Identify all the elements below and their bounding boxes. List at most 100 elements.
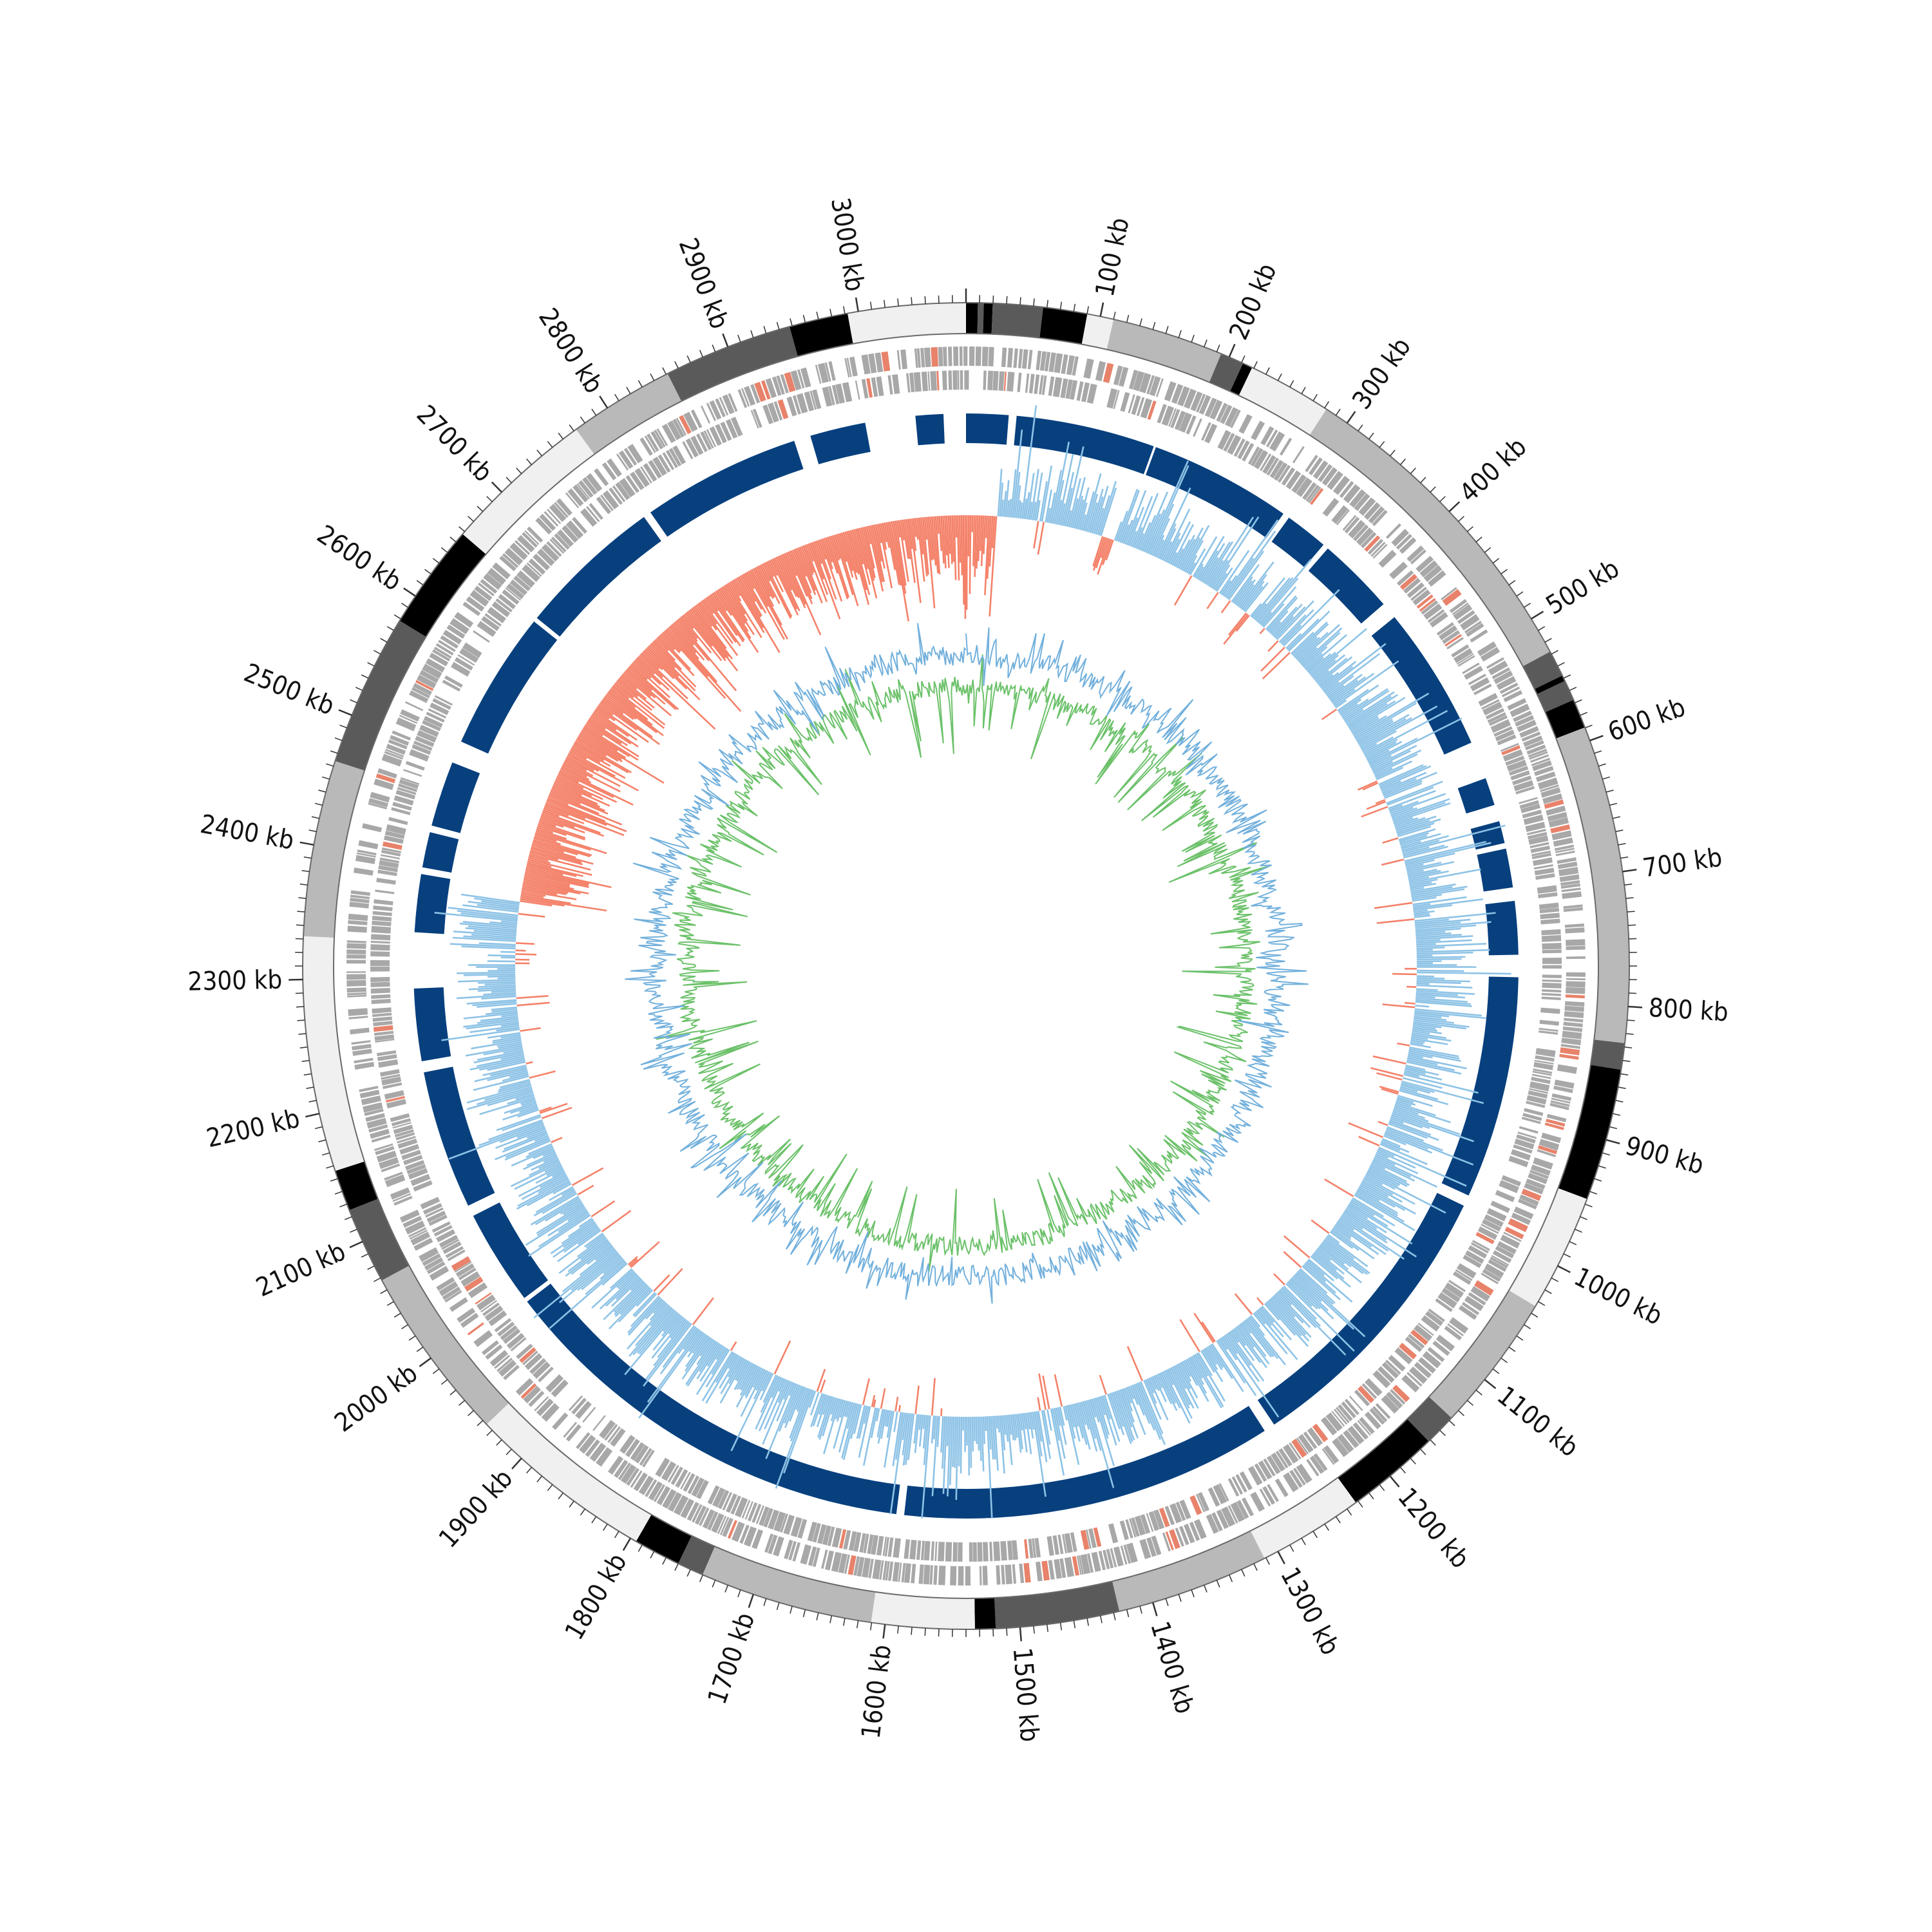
gene-feature xyxy=(419,724,439,737)
gene-feature xyxy=(1531,1074,1551,1079)
gene-feature xyxy=(790,370,802,391)
minor-tick xyxy=(1575,1228,1582,1233)
minor-tick xyxy=(374,650,381,655)
gc-content-bar xyxy=(773,1340,791,1375)
gc-content-bar xyxy=(1360,705,1438,750)
gc-content-bar xyxy=(974,515,977,577)
gc-content-bar xyxy=(502,1115,542,1132)
gene-feature xyxy=(1475,1231,1495,1245)
gene-feature xyxy=(519,1347,536,1363)
gc-content-bar xyxy=(866,526,872,545)
gene-feature xyxy=(506,1332,525,1349)
gc-content-bar xyxy=(1119,489,1140,543)
gc-content-bar xyxy=(850,1403,860,1439)
gc-content-bar xyxy=(1376,1150,1416,1169)
gene-feature xyxy=(1550,1100,1570,1107)
gene-feature xyxy=(441,1238,460,1250)
gc-content-bar xyxy=(1249,603,1262,618)
gc-content-bar xyxy=(1310,628,1367,677)
minor-tick xyxy=(486,1430,493,1436)
gene-feature xyxy=(375,773,396,784)
gene-feature xyxy=(1453,604,1473,620)
gene-feature xyxy=(1179,412,1192,433)
gc-content-bar xyxy=(862,1407,876,1466)
gene-feature xyxy=(1508,1155,1529,1168)
gc-content-bar xyxy=(1303,1264,1336,1294)
gene-feature xyxy=(1486,1208,1507,1222)
gene-feature xyxy=(1190,391,1203,412)
minor-tick xyxy=(526,459,533,466)
gene-feature xyxy=(1495,1189,1515,1202)
minor-tick xyxy=(1312,393,1318,401)
gc-content-bar xyxy=(1036,500,1041,521)
synteny-block xyxy=(431,762,480,833)
gc-content-bar xyxy=(1395,1101,1436,1117)
gene-feature xyxy=(1513,1144,1533,1154)
gene-feature xyxy=(422,1253,441,1267)
minor-tick xyxy=(393,1312,401,1318)
gc-content-bar xyxy=(511,1146,554,1167)
gc-content-bar xyxy=(1395,815,1437,831)
minor-tick xyxy=(856,1620,859,1629)
gc-content-bar xyxy=(909,518,922,603)
gc-content-bar xyxy=(1242,585,1264,612)
gene-feature xyxy=(1566,945,1586,951)
gc-content-bar xyxy=(730,1371,771,1452)
gc-content-bar xyxy=(661,632,681,654)
gene-feature xyxy=(411,687,430,699)
gene-feature xyxy=(377,1054,397,1061)
gc-content-bar xyxy=(1384,782,1423,799)
gc-content-bar xyxy=(562,764,587,778)
gene-feature xyxy=(1266,457,1280,476)
gc-content-bar xyxy=(612,685,630,699)
gene-feature xyxy=(942,370,947,390)
gene-feature xyxy=(623,448,638,466)
gene-feature xyxy=(1165,1531,1174,1551)
gene-feature xyxy=(476,1294,496,1311)
gc-content-bar xyxy=(1189,1356,1203,1379)
gene-feature xyxy=(1381,1395,1399,1414)
gene-feature xyxy=(1497,1241,1517,1255)
gc-content-bar xyxy=(819,538,843,602)
gene-feature xyxy=(390,1113,410,1122)
gene-feature xyxy=(715,424,727,444)
gene-feature xyxy=(1209,399,1223,420)
gene-feature xyxy=(481,1340,499,1356)
minor-tick xyxy=(326,763,334,767)
gc-content-bar xyxy=(730,1341,737,1351)
gene-feature xyxy=(807,1521,817,1542)
gc-content-bar xyxy=(466,1089,533,1110)
gc-content-bar xyxy=(579,733,622,761)
gene-feature xyxy=(630,1470,643,1488)
gene-feature xyxy=(1175,1501,1186,1521)
gc-content-bar xyxy=(1195,566,1204,580)
gene-feature xyxy=(1544,799,1564,810)
gc-content-bar xyxy=(947,1416,951,1497)
gene-feature xyxy=(1081,382,1090,402)
gc-content-bar xyxy=(893,520,907,594)
minor-tick xyxy=(1466,1399,1473,1406)
gc-content-bar xyxy=(524,873,589,888)
synteny-block xyxy=(915,413,945,446)
gene-feature xyxy=(1500,743,1519,752)
gene-feature xyxy=(536,1398,554,1416)
gene-feature xyxy=(904,1563,911,1583)
synteny-block xyxy=(424,1066,495,1206)
gc-content-bar xyxy=(565,759,587,772)
gc-content-bar xyxy=(476,1056,525,1067)
gc-content-bar xyxy=(1218,1338,1228,1350)
gene-feature xyxy=(515,1378,534,1396)
gene-feature xyxy=(1213,1484,1227,1504)
gene-feature xyxy=(804,391,815,412)
gc-content-bar xyxy=(1381,778,1417,794)
gene-feature xyxy=(1528,1090,1548,1099)
gc-content-bar xyxy=(537,825,567,837)
gene-feature xyxy=(582,1406,596,1423)
gc-content-bar xyxy=(743,573,767,614)
gc-content-bar xyxy=(895,520,907,586)
gc-content-bar xyxy=(569,749,587,760)
gc-content-bar xyxy=(873,1399,876,1408)
gene-feature xyxy=(1511,1212,1531,1226)
gene-feature xyxy=(1321,467,1338,486)
gene-feature xyxy=(1381,1361,1399,1379)
